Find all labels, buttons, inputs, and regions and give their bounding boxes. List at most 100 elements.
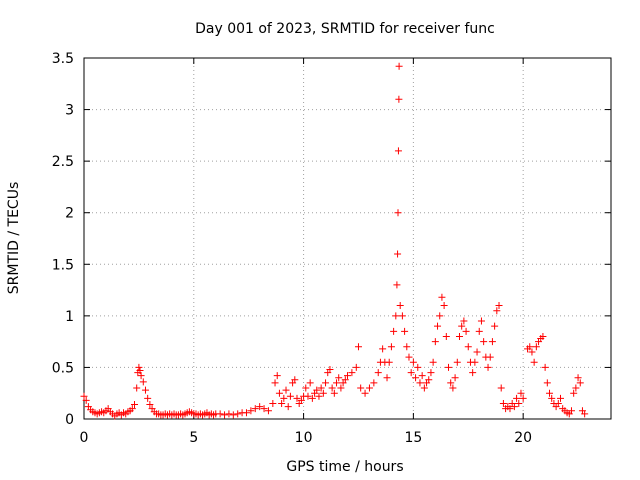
data-point — [146, 401, 154, 409]
data-point — [449, 384, 457, 392]
x-tick-label: 0 — [80, 430, 89, 446]
data-point — [328, 384, 336, 392]
data-point — [513, 394, 521, 402]
data-point — [216, 410, 224, 418]
data-point — [335, 374, 343, 382]
y-tick-label: 1.5 — [52, 257, 74, 273]
data-point — [264, 407, 272, 415]
data-point — [357, 384, 365, 392]
data-point — [493, 307, 501, 315]
data-point — [394, 147, 402, 155]
data-point — [436, 312, 444, 320]
data-point — [392, 312, 400, 320]
data-point — [581, 410, 589, 418]
data-point — [460, 317, 468, 325]
data-point — [570, 389, 578, 397]
data-point — [383, 374, 391, 382]
data-point — [278, 400, 286, 408]
data-point — [431, 338, 439, 346]
data-point — [532, 343, 540, 351]
data-point — [297, 396, 305, 404]
y-tick-label: 0.5 — [52, 360, 74, 376]
data-point — [548, 394, 556, 402]
data-point — [438, 293, 446, 301]
data-point — [251, 405, 259, 413]
data-point — [80, 392, 88, 400]
data-point — [352, 363, 360, 371]
data-point — [242, 409, 250, 417]
data-point — [475, 327, 483, 335]
x-tick-label: 10 — [295, 430, 313, 446]
data-point — [394, 250, 402, 258]
data-point — [464, 343, 472, 351]
data-point — [539, 332, 547, 340]
data-point — [247, 407, 255, 415]
data-point — [280, 394, 288, 402]
data-point — [425, 376, 433, 384]
data-point — [471, 358, 479, 366]
data-point — [385, 358, 393, 366]
data-point — [128, 405, 136, 413]
data-point — [330, 389, 338, 397]
data-point — [293, 394, 301, 402]
y-tick-label: 3 — [65, 103, 74, 119]
data-point — [418, 372, 426, 380]
data-point — [326, 365, 334, 373]
data-point — [429, 358, 437, 366]
data-point — [319, 389, 327, 397]
data-point — [486, 353, 494, 361]
data-point — [387, 343, 395, 351]
data-point — [567, 407, 575, 415]
chart-title: Day 001 of 2023, SRMTID for receiver fun… — [195, 21, 495, 37]
data-point — [541, 363, 549, 371]
data-point — [221, 411, 229, 419]
x-tick-label: 15 — [404, 430, 422, 446]
data-point — [412, 374, 420, 382]
data-point — [420, 384, 428, 392]
data-point — [137, 372, 145, 380]
data-point — [401, 327, 409, 335]
y-tick-label: 2 — [65, 206, 74, 222]
data-point — [282, 386, 290, 394]
data-point — [451, 374, 459, 382]
data-point — [488, 338, 496, 346]
data-point — [440, 302, 448, 310]
data-point — [395, 62, 403, 70]
data-point — [131, 401, 139, 409]
data-point — [427, 369, 435, 377]
data-point — [477, 317, 485, 325]
data-point — [519, 394, 527, 402]
data-point — [136, 367, 144, 375]
data-point — [445, 363, 453, 371]
data-point — [395, 95, 403, 103]
data-point — [286, 392, 294, 400]
data-point — [322, 379, 330, 387]
data-point — [260, 405, 268, 413]
data-point — [133, 384, 141, 392]
data-point — [530, 358, 538, 366]
data-point — [543, 379, 551, 387]
data-point — [497, 384, 505, 392]
tick-layer: 0 5 10 15 20 0 0.5 1 1.5 2 2.5 3 3.5 — [52, 51, 611, 446]
y-tick-label: 0 — [65, 412, 74, 428]
x-tick-label: 5 — [189, 430, 198, 446]
y-tick-label: 2.5 — [52, 154, 74, 170]
data-point — [434, 322, 442, 330]
y-axis-label: SRMTID / TECUs — [6, 182, 22, 295]
grid-layer — [84, 58, 611, 419]
data-point — [304, 392, 312, 400]
data-point — [379, 345, 387, 353]
data-point — [317, 384, 325, 392]
data-point — [556, 394, 564, 402]
data-point — [517, 389, 525, 397]
data-point — [370, 379, 378, 387]
data-point — [576, 379, 584, 387]
data-point — [271, 379, 279, 387]
data-point — [491, 322, 499, 330]
data-point — [348, 369, 356, 377]
data-point — [554, 400, 562, 408]
data-point — [510, 403, 518, 411]
data-point — [447, 379, 455, 387]
data-point — [337, 384, 345, 392]
